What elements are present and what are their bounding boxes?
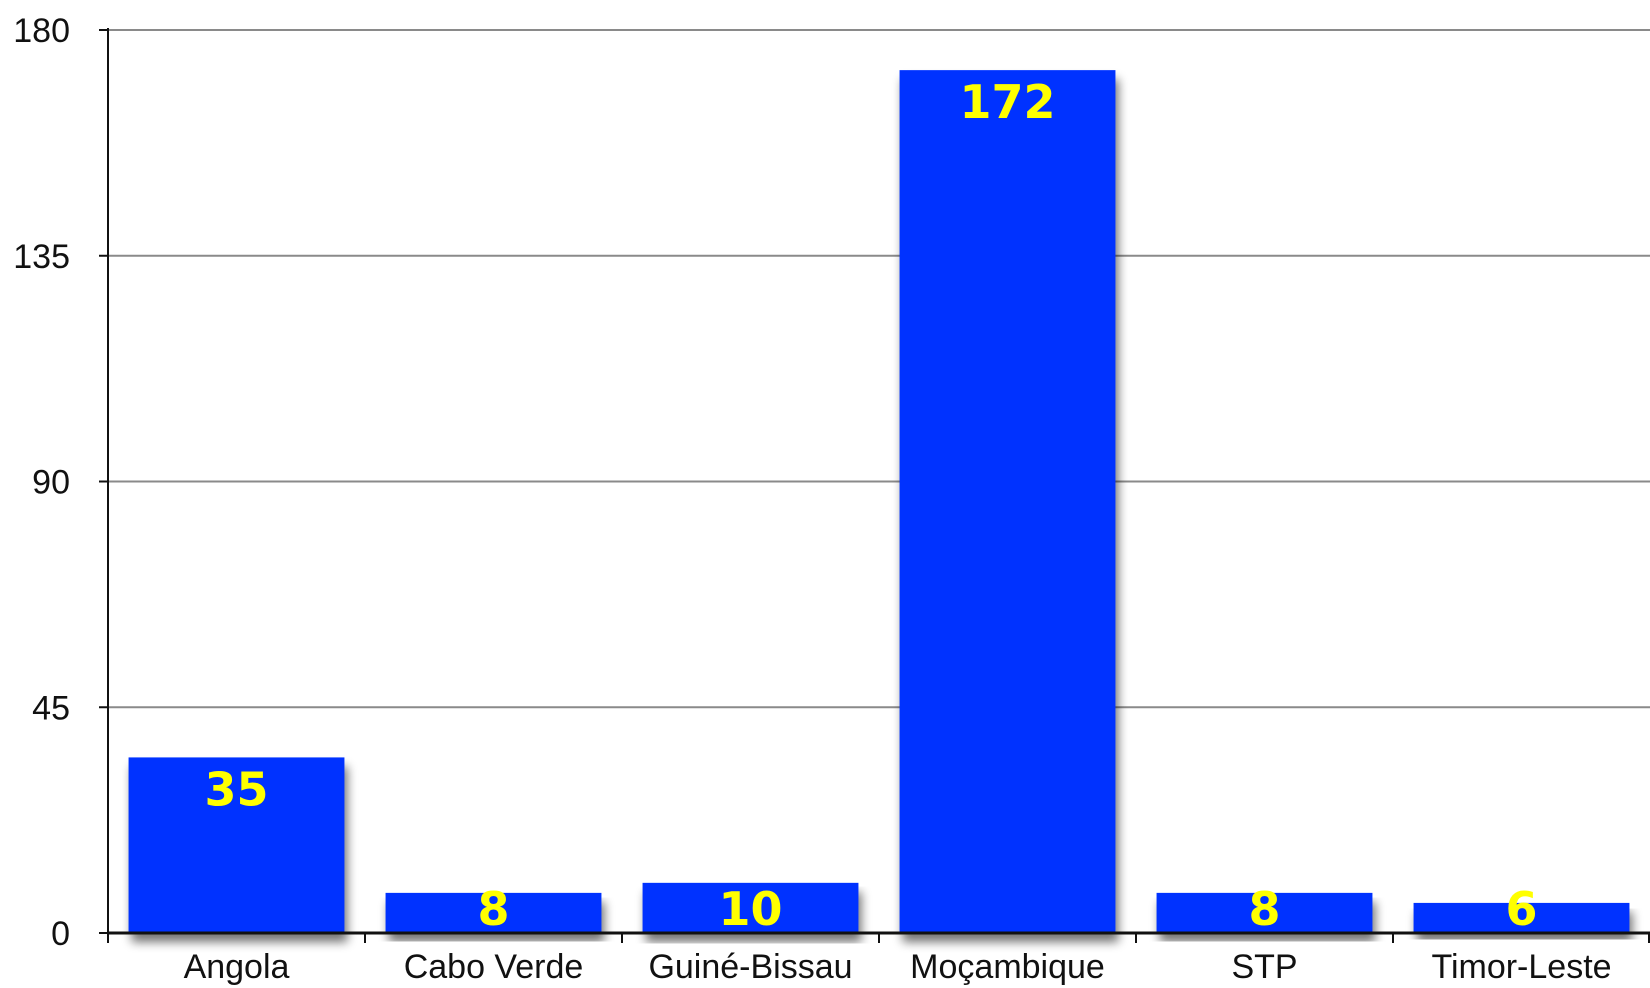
x-tick-label: Cabo Verde	[404, 948, 584, 986]
y-tick-label: 0	[51, 915, 70, 953]
data-label: 8	[1248, 882, 1280, 936]
data-label: 172	[959, 75, 1055, 129]
y-tick-label: 45	[32, 689, 70, 727]
bar-guin-bissau	[642, 882, 859, 933]
x-tick-label: Moçambique	[910, 948, 1105, 986]
data-label: 35	[204, 762, 268, 816]
axes	[99, 28, 1650, 943]
data-label: 8	[477, 882, 509, 936]
bar-angola	[128, 757, 345, 933]
y-tick-label: 135	[13, 238, 70, 276]
y-tick-label: 90	[32, 464, 70, 502]
bar-timor-leste	[1413, 902, 1630, 933]
data-label: 10	[718, 882, 782, 936]
gridlines	[108, 29, 1650, 709]
data-label: 6	[1505, 882, 1537, 936]
x-tick-label: Angola	[184, 948, 290, 986]
x-tick-label: STP	[1231, 948, 1297, 986]
bar-cabo-verde	[385, 892, 602, 933]
bars	[128, 70, 1630, 934]
y-tick-label: 180	[13, 12, 70, 50]
x-tick-label: Timor-Leste	[1431, 948, 1611, 986]
bar-mo-ambique	[899, 70, 1116, 934]
labels: 0 45 90 135 180 Angola 35 Cabo Verde 8 Guiné-Biss…	[13, 12, 1611, 986]
x-tick-label: Guiné-Bissau	[648, 948, 852, 986]
bar-stp	[1156, 892, 1373, 933]
